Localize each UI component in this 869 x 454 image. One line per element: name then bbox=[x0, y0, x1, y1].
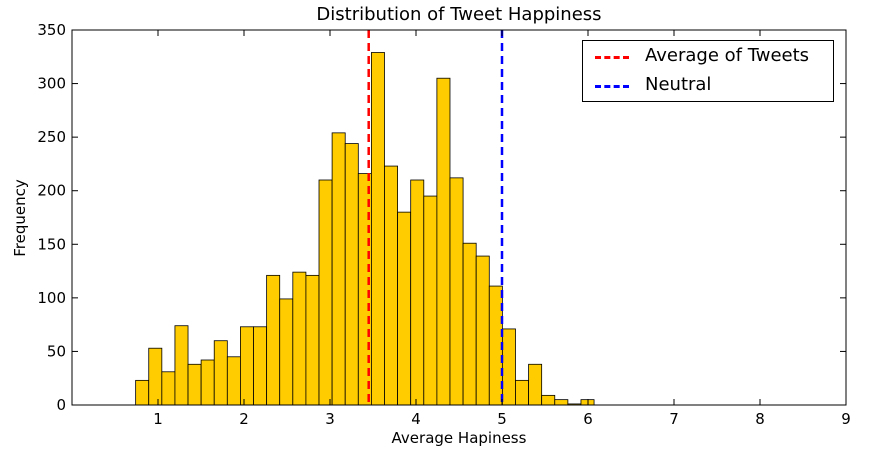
legend-label-average: Average of Tweets bbox=[645, 45, 810, 66]
histogram-bar bbox=[161, 371, 176, 406]
x-axis-label: Average Hapiness bbox=[391, 429, 527, 447]
histogram-bar bbox=[501, 328, 516, 406]
histogram-bar bbox=[344, 143, 359, 406]
x-tick-label: 7 bbox=[669, 410, 679, 428]
histogram-bar bbox=[475, 255, 490, 406]
histogram-bar bbox=[200, 359, 215, 406]
histogram-bar bbox=[318, 179, 333, 406]
histogram-bar bbox=[436, 77, 451, 406]
histogram-bar bbox=[305, 274, 320, 406]
histogram-bar bbox=[528, 363, 543, 406]
histogram-bar bbox=[253, 326, 268, 406]
histogram-bar bbox=[410, 179, 425, 406]
x-tick-label: 2 bbox=[239, 410, 249, 428]
legend-swatch-average bbox=[595, 56, 629, 59]
x-tick-label: 5 bbox=[497, 410, 507, 428]
plot-frame bbox=[71, 29, 847, 406]
x-tick-label: 4 bbox=[411, 410, 421, 428]
x-tick-label: 6 bbox=[583, 410, 593, 428]
histogram-bar bbox=[462, 242, 477, 406]
histogram-bar bbox=[226, 356, 241, 406]
y-tick-label: 150 bbox=[37, 235, 66, 253]
histogram-bar bbox=[541, 394, 556, 406]
histogram-bar bbox=[266, 274, 281, 406]
histogram-bar bbox=[135, 379, 150, 406]
legend-item-neutral: Neutral bbox=[583, 72, 833, 100]
histogram-bar bbox=[174, 325, 189, 406]
y-tick-label: 50 bbox=[47, 342, 66, 360]
reference-lines bbox=[367, 30, 504, 405]
y-tick-label: 250 bbox=[37, 128, 66, 146]
histogram-bar bbox=[213, 340, 228, 406]
histogram-bar bbox=[449, 177, 464, 406]
histogram-bar bbox=[331, 132, 346, 406]
histogram-bar bbox=[397, 211, 412, 406]
y-tick-label: 300 bbox=[37, 75, 66, 93]
histogram-bar bbox=[292, 271, 307, 406]
legend-swatch-neutral bbox=[595, 85, 629, 88]
histogram-bar bbox=[240, 326, 254, 406]
y-tick-label: 0 bbox=[56, 396, 66, 414]
x-tick-label: 1 bbox=[153, 410, 163, 428]
x-tick-label: 9 bbox=[841, 410, 851, 428]
histogram-bar bbox=[148, 347, 163, 406]
histogram-bar bbox=[384, 165, 398, 406]
histogram-bar bbox=[371, 52, 385, 406]
histogram-bar bbox=[515, 379, 529, 406]
bars-group bbox=[135, 52, 595, 406]
histogram-bar bbox=[423, 195, 438, 406]
legend: Average of Tweets Neutral bbox=[582, 40, 834, 102]
legend-label-neutral: Neutral bbox=[645, 74, 712, 95]
y-tick-label: 350 bbox=[37, 21, 66, 39]
axis-ticks: 1 2 3 4 5 6 7 8 9 0 50 100 150 200 250 300 350 bbox=[37, 21, 850, 428]
histogram-bar bbox=[554, 399, 569, 406]
histogram-bar bbox=[488, 285, 503, 406]
legend-item-average: Average of Tweets bbox=[583, 43, 833, 71]
y-tick-label: 200 bbox=[37, 182, 66, 200]
x-tick-label: 8 bbox=[755, 410, 765, 428]
x-tick-label: 3 bbox=[325, 410, 335, 428]
y-axis-label: Frequency bbox=[11, 179, 29, 257]
histogram-bar bbox=[279, 298, 294, 406]
y-tick-label: 100 bbox=[37, 289, 66, 307]
histogram-bar bbox=[187, 363, 202, 406]
chart-title: Distribution of Tweet Happiness bbox=[316, 4, 602, 25]
